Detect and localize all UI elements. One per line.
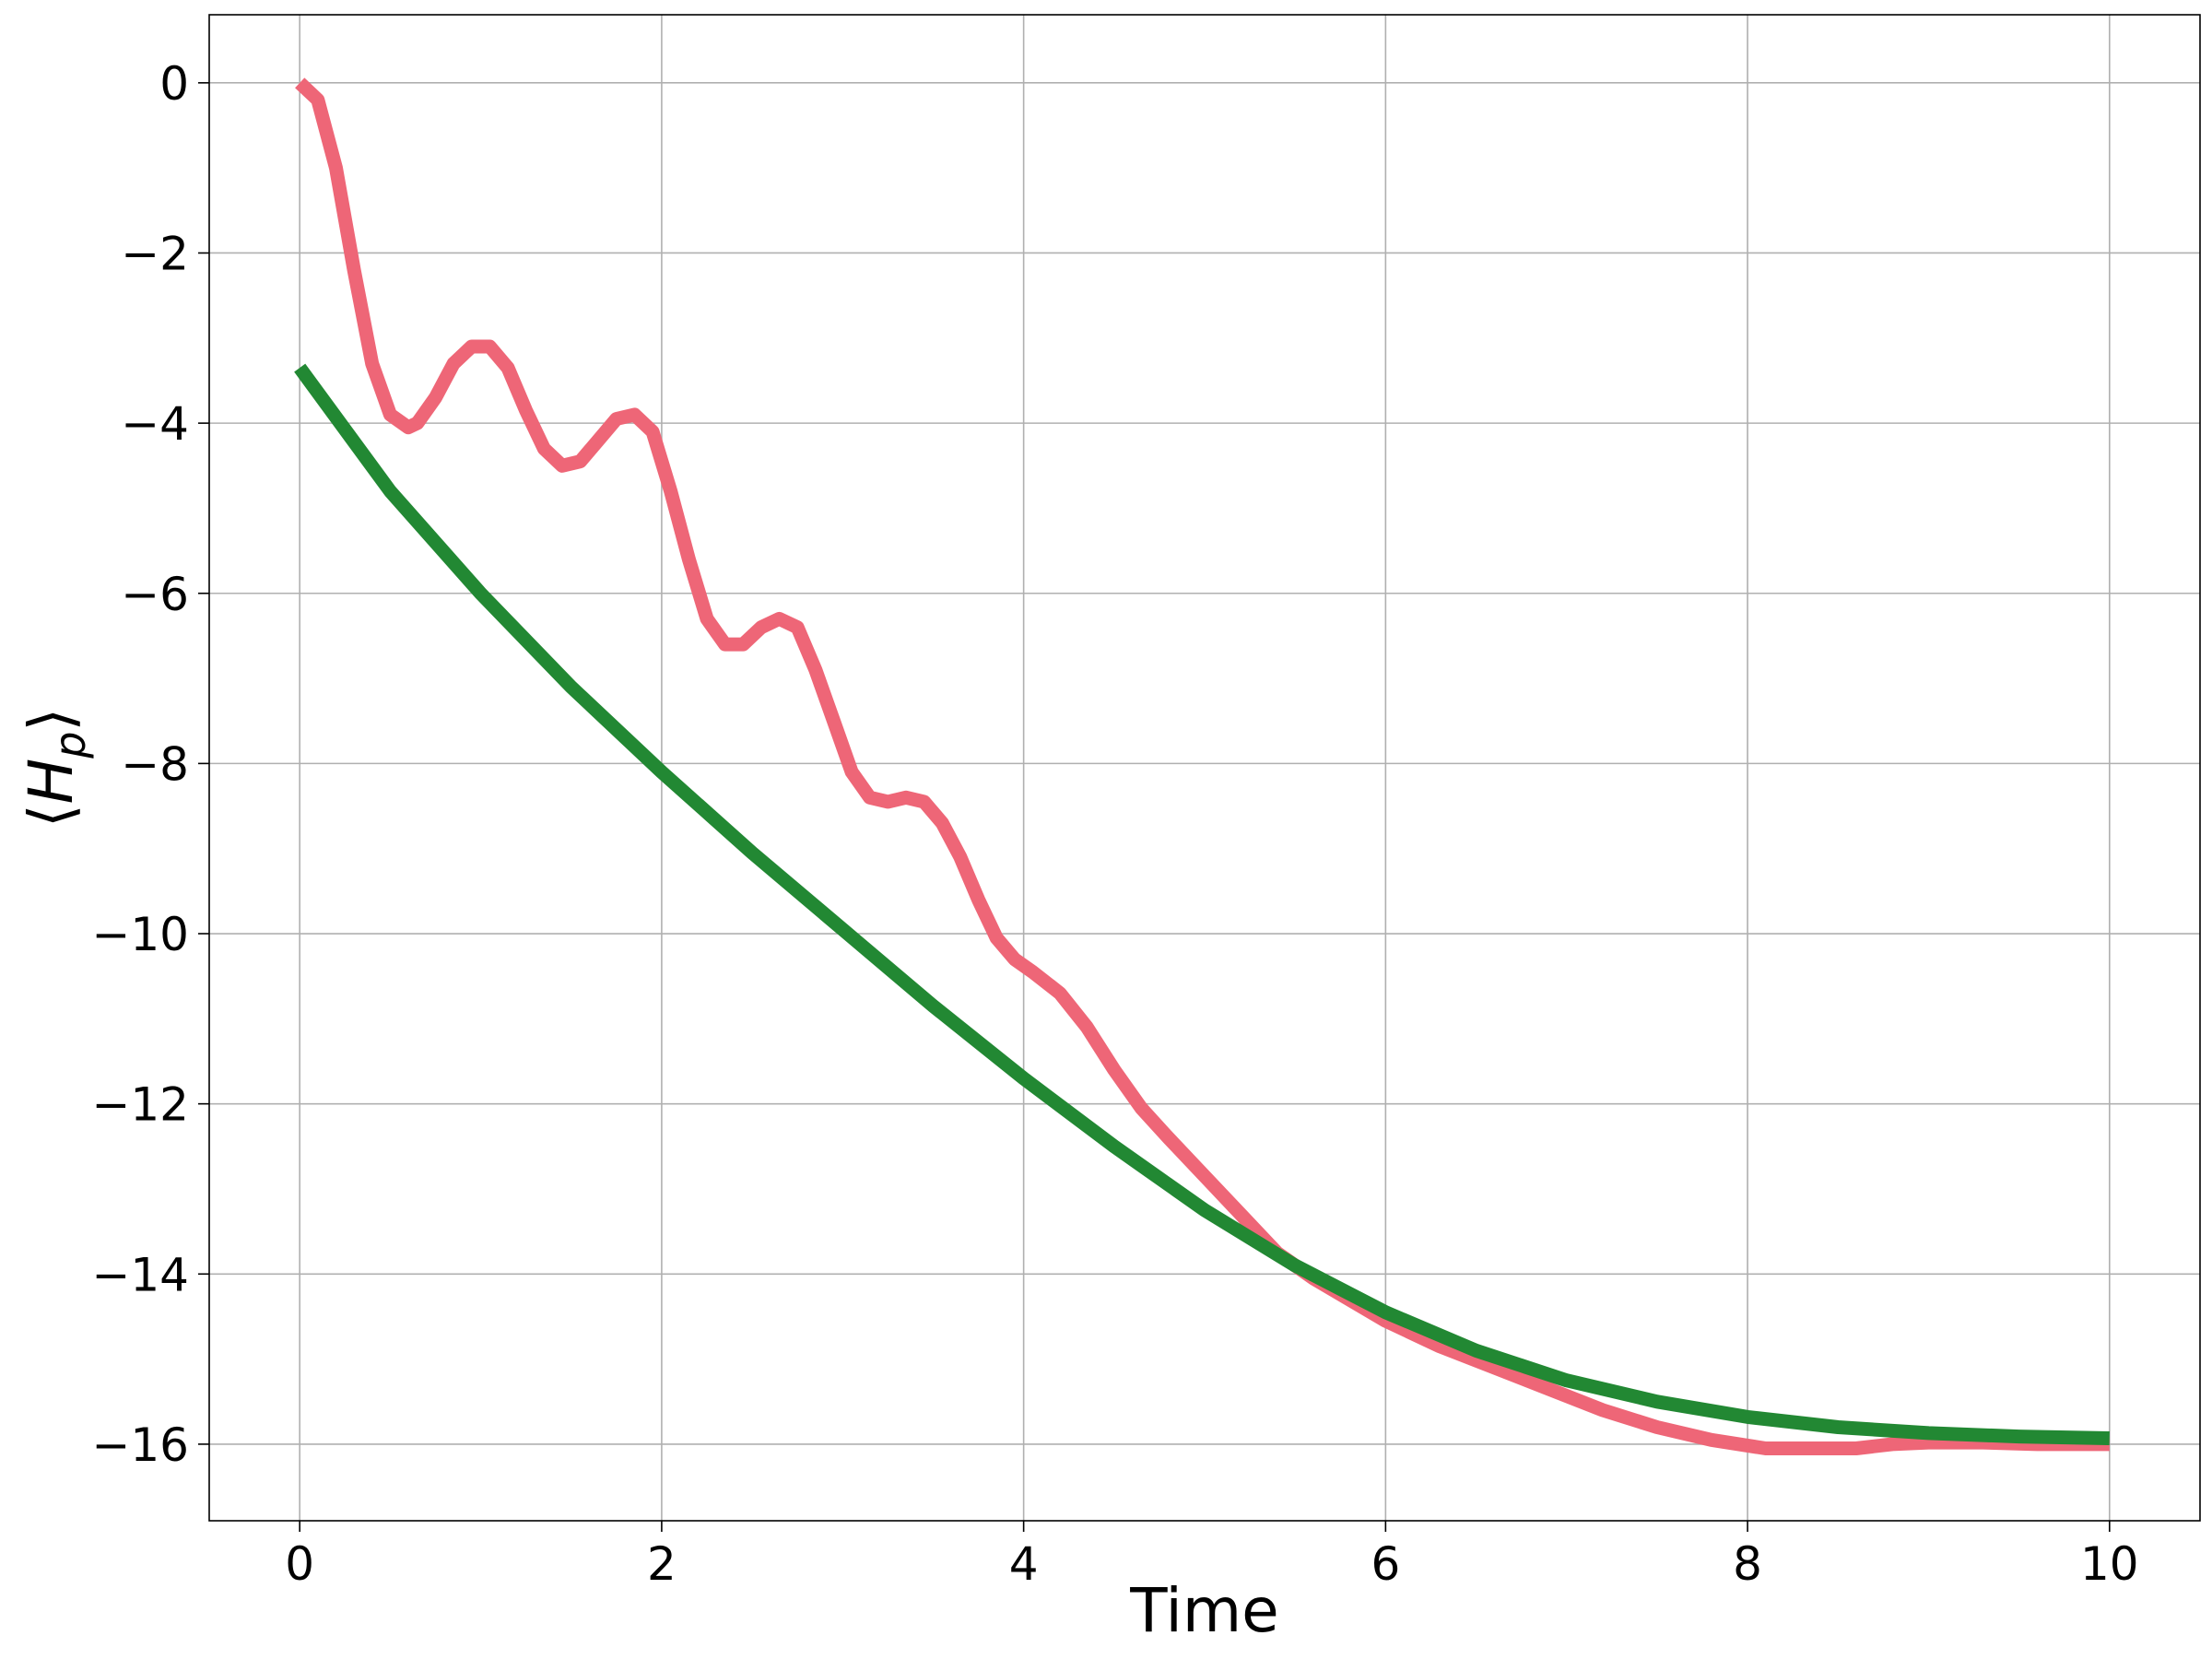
x-axis-label: Time — [1129, 1575, 1279, 1646]
y-tick-label: −8 — [121, 737, 189, 791]
x-tick-label: 6 — [1371, 1537, 1400, 1591]
y-tick-label: −16 — [91, 1418, 189, 1472]
y-axis-label-subscript: p — [45, 732, 95, 759]
x-axis-ticks: 0 2 4 6 8 10 — [285, 1521, 2139, 1591]
y-axis-label-symbol: H — [16, 759, 87, 805]
grid — [209, 15, 2200, 1521]
y-axis-label-close: ⟩ — [16, 708, 87, 732]
x-tick-label: 4 — [1009, 1537, 1039, 1591]
y-tick-label: −10 — [91, 908, 189, 961]
series-line-2 — [294, 363, 2110, 1445]
x-tick-label: 0 — [285, 1537, 314, 1591]
y-axis-label: ⟨Hp⟩ — [16, 708, 95, 828]
y-tick-label: −12 — [91, 1078, 189, 1132]
y-tick-label: −4 — [121, 397, 189, 451]
y-axis-label-open: ⟨ — [16, 804, 87, 828]
series-line-1 — [295, 77, 2110, 1455]
y-tick-label: −6 — [121, 568, 189, 621]
y-axis-ticks: 0 −2 −4 −6 −8 −10 −12 −14 −16 — [91, 57, 209, 1472]
y-tick-label: −2 — [121, 227, 189, 280]
plot-frame — [208, 14, 2201, 1522]
y-tick-label: −14 — [91, 1248, 189, 1301]
x-tick-label: 2 — [647, 1537, 677, 1591]
series-lines — [294, 77, 2110, 1455]
x-tick-label: 10 — [2080, 1537, 2139, 1591]
y-tick-label: 0 — [159, 57, 189, 111]
x-tick-label: 8 — [1733, 1537, 1762, 1591]
